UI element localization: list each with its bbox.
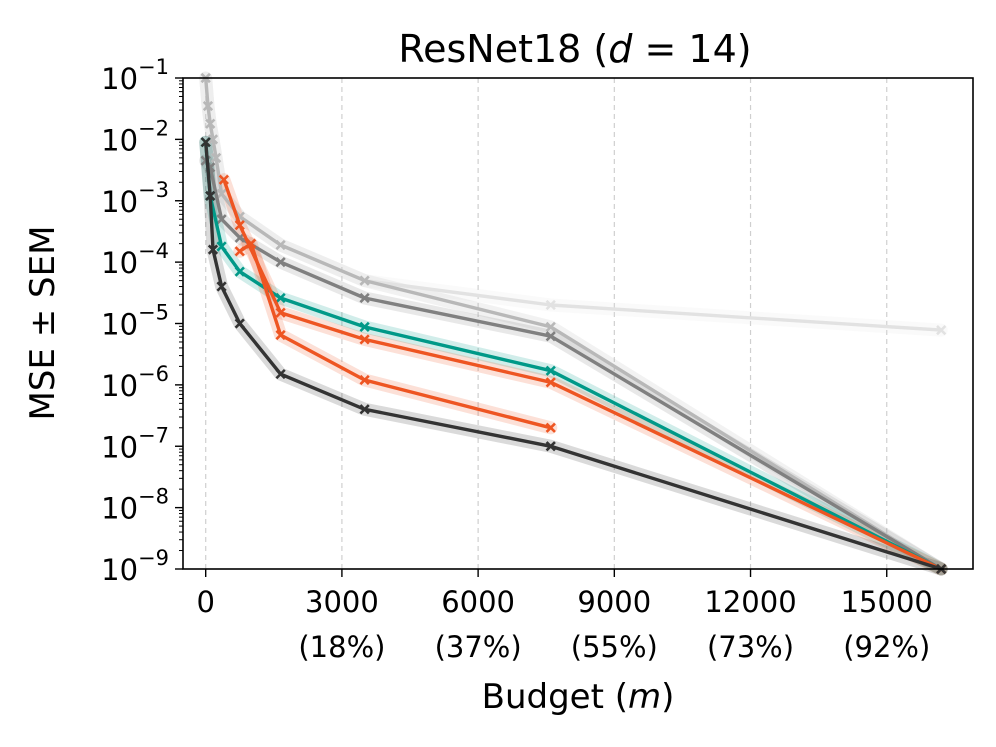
series-group [200, 72, 947, 575]
x-tick-sublabel: (37%) [435, 630, 522, 664]
data-point [359, 275, 370, 286]
data-point [359, 292, 370, 304]
data-point [245, 238, 257, 249]
data-point [359, 374, 370, 386]
series-orange-b [234, 238, 556, 433]
data-point [359, 404, 370, 415]
data-point [234, 246, 245, 257]
x-tick-sublabel: (18%) [298, 630, 385, 664]
x-tick-label: 3000 [305, 585, 379, 619]
chart-title: ResNet18 (d = 14) [398, 27, 751, 71]
data-point [275, 257, 286, 268]
series-line-gray [204, 159, 943, 571]
data-point [545, 377, 556, 388]
y-tick-label: 10−7 [101, 423, 169, 464]
data-point [359, 321, 370, 333]
data-point [545, 321, 556, 333]
x-tick-sublabel: (73%) [707, 630, 794, 664]
y-tick-label: 10−6 [101, 362, 169, 403]
series-gray [200, 155, 947, 575]
x-tick-sublabel: (55%) [571, 630, 658, 664]
data-point [216, 188, 227, 199]
x-tick-label: 6000 [441, 585, 515, 619]
data-point [275, 292, 286, 304]
y-tick-label: 10−5 [101, 301, 169, 342]
y-tick-label: 10−4 [101, 239, 169, 280]
data-point [359, 334, 370, 345]
data-point [211, 152, 222, 163]
y-tick-label: 10−3 [101, 178, 169, 219]
y-axis-ticks: 10−1 10−2 10−3 10−4 10−5 10−6 10−7 10−8 10−9 [101, 55, 183, 587]
data-point [205, 190, 216, 202]
y-tick-label: 10−1 [101, 55, 169, 96]
data-point [218, 174, 229, 185]
data-point [275, 307, 286, 318]
data-point [207, 244, 219, 255]
x-tick-label: 0 [196, 585, 214, 619]
data-point [545, 365, 556, 376]
data-point [234, 266, 245, 277]
data-point [545, 422, 556, 433]
y-axis-label: MSE ± SEM [23, 226, 63, 421]
data-point [545, 441, 556, 452]
x-tick-label: 9000 [577, 585, 651, 619]
x-tick-sublabel: (92%) [843, 630, 930, 664]
data-point [207, 134, 219, 145]
y-tick-label: 10−2 [101, 116, 169, 157]
data-point [936, 325, 947, 336]
data-point [275, 239, 286, 251]
data-point [275, 329, 286, 341]
data-point [216, 241, 227, 252]
data-point [234, 220, 245, 231]
x-tick-label: 15000 [841, 585, 933, 619]
x-axis-label: Budget (m) [482, 677, 675, 717]
data-point [205, 118, 216, 129]
data-point [545, 299, 556, 311]
x-tick-label: 12000 [704, 585, 796, 619]
data-point [275, 368, 286, 380]
data-point [216, 214, 227, 225]
data-point [216, 281, 227, 292]
series-line-orange-a [222, 179, 942, 571]
data-point [234, 318, 245, 329]
y-tick-label: 10−9 [101, 546, 169, 587]
data-point [202, 100, 214, 112]
data-point [545, 331, 556, 342]
data-point [200, 137, 211, 148]
x-axis-ticks: 0 3000 (18%) 6000 (37%) 9000 (55%) 12000 (73%) 15… [196, 569, 933, 664]
y-tick-label: 10−8 [101, 485, 169, 526]
